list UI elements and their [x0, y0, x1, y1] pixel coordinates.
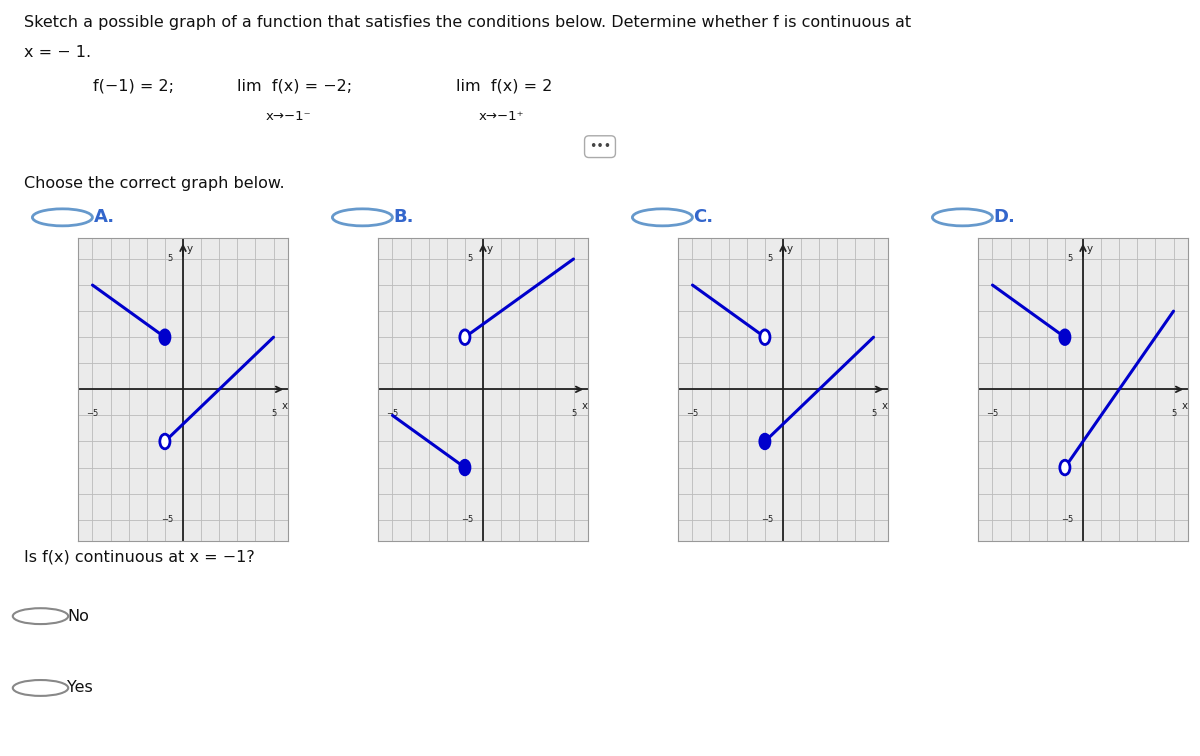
Text: −5: −5: [86, 409, 98, 418]
Text: 5: 5: [168, 255, 173, 264]
Text: f(−1) = 2;: f(−1) = 2;: [94, 79, 174, 94]
Text: −5: −5: [686, 409, 698, 418]
Text: −5: −5: [1061, 515, 1073, 524]
Circle shape: [1060, 330, 1070, 345]
Text: x: x: [581, 401, 588, 411]
Text: x→−1⁻: x→−1⁻: [266, 110, 312, 123]
Text: −5: −5: [461, 515, 473, 524]
Text: 5: 5: [1171, 409, 1176, 418]
Text: Is f(x) continuous at x = −1?: Is f(x) continuous at x = −1?: [24, 550, 254, 565]
Text: •••: •••: [589, 140, 611, 153]
Text: −5: −5: [986, 409, 998, 418]
Text: C.: C.: [694, 209, 714, 226]
Text: No: No: [67, 609, 89, 624]
Text: −5: −5: [761, 515, 773, 524]
Text: B.: B.: [394, 209, 414, 226]
Text: 5: 5: [871, 409, 876, 418]
Text: x→−1⁺: x→−1⁺: [479, 110, 524, 123]
Text: Yes: Yes: [67, 680, 92, 696]
Text: 5: 5: [468, 255, 473, 264]
Text: x = − 1.: x = − 1.: [24, 45, 91, 60]
Text: 5: 5: [768, 255, 773, 264]
Text: A.: A.: [94, 209, 115, 226]
Circle shape: [160, 434, 170, 449]
Text: lim  f(x) = 2: lim f(x) = 2: [456, 79, 552, 94]
Circle shape: [760, 434, 770, 449]
Circle shape: [460, 460, 470, 475]
Circle shape: [760, 330, 770, 345]
Text: lim  f(x) = −2;: lim f(x) = −2;: [238, 79, 353, 94]
Text: x: x: [1181, 401, 1188, 411]
Text: y: y: [486, 243, 492, 253]
Circle shape: [460, 330, 470, 345]
Text: x: x: [281, 401, 288, 411]
Text: x: x: [881, 401, 888, 411]
Text: −5: −5: [161, 515, 173, 524]
Circle shape: [160, 330, 170, 345]
Text: D.: D.: [994, 209, 1015, 226]
Text: y: y: [1086, 243, 1092, 253]
Text: y: y: [786, 243, 792, 253]
Text: 5: 5: [1068, 255, 1073, 264]
Text: y: y: [186, 243, 192, 253]
Text: Sketch a possible graph of a function that satisfies the conditions below. Deter: Sketch a possible graph of a function th…: [24, 15, 911, 30]
Text: 5: 5: [271, 409, 276, 418]
Text: −5: −5: [386, 409, 398, 418]
Text: 5: 5: [571, 409, 576, 418]
Circle shape: [1060, 460, 1070, 475]
Text: Choose the correct graph below.: Choose the correct graph below.: [24, 176, 284, 191]
